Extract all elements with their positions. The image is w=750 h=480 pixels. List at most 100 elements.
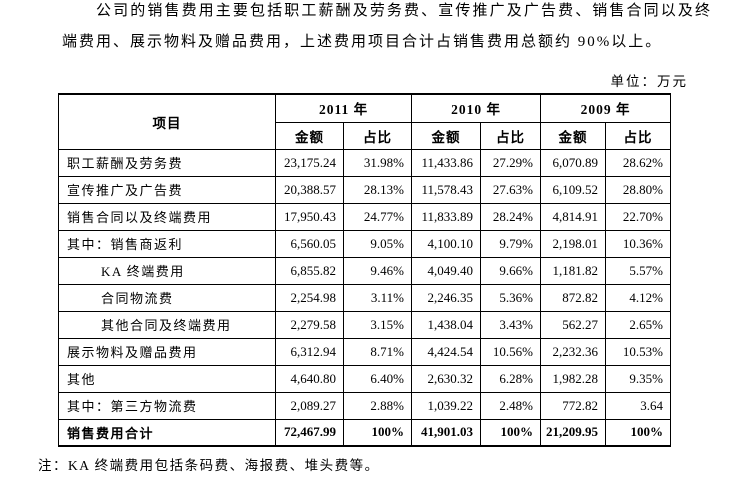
amount-2009-cell: 6,109.52 <box>540 175 607 204</box>
ratio-2011-cell: 2.88% <box>342 391 413 420</box>
ratio-2009-cell: 100% <box>605 418 672 447</box>
item-cell: 其中：销售商返利 <box>58 229 276 258</box>
amount-2010-cell: 4,049.40 <box>411 256 482 285</box>
amount-2009-cell: 1,181.82 <box>540 256 607 285</box>
table-row-total: 销售费用合计 72,467.99 100% 41,901.03 100% 21,… <box>58 418 672 447</box>
col-header-amount-2010: 金额 <box>411 121 482 150</box>
amount-2011-cell: 2,254.98 <box>275 283 344 312</box>
amount-2011-cell: 20,388.57 <box>275 175 344 204</box>
amount-2010-cell: 1,039.22 <box>411 391 482 420</box>
amount-2011-cell: 23,175.24 <box>275 148 344 177</box>
header-row-years: 项目 2011 年 2010 年 2009 年 <box>58 93 672 150</box>
ratio-2011-cell: 9.46% <box>342 256 413 285</box>
intro-paragraph: 公司的销售费用主要包括职工薪酬及劳务费、宣传推广及广告费、销售合同以及终端费用、… <box>62 3 712 50</box>
col-header-ratio-2010: 占比 <box>480 121 542 150</box>
ratio-2011-cell: 28.13% <box>342 175 413 204</box>
amount-2011-cell: 72,467.99 <box>275 418 344 447</box>
ratio-2010-cell: 27.63% <box>480 175 542 204</box>
ratio-2011-cell: 8.71% <box>342 337 413 366</box>
ratio-2009-cell: 28.62% <box>605 148 672 177</box>
table-row: 其他 4,640.80 6.40% 2,630.32 6.28% 1,982.2… <box>58 364 672 393</box>
ratio-2011-cell: 3.11% <box>342 283 413 312</box>
ratio-2009-cell: 28.80% <box>605 175 672 204</box>
ratio-2009-cell: 10.36% <box>605 229 672 258</box>
amount-2011-cell: 6,855.82 <box>275 256 344 285</box>
amount-2009-cell: 772.82 <box>540 391 607 420</box>
ratio-2011-cell: 9.05% <box>342 229 413 258</box>
amount-2009-cell: 4,814.91 <box>540 202 607 231</box>
ratio-2011-cell: 6.40% <box>342 364 413 393</box>
ratio-2009-cell: 22.70% <box>605 202 672 231</box>
amount-2011-cell: 2,279.58 <box>275 310 344 339</box>
amount-2011-cell: 2,089.27 <box>275 391 344 420</box>
ratio-2010-cell: 28.24% <box>480 202 542 231</box>
table-row: 其中：销售商返利 6,560.05 9.05% 4,100.10 9.79% 2… <box>58 229 672 258</box>
amount-2009-cell: 872.82 <box>540 283 607 312</box>
table-row: 其中：第三方物流费 2,089.27 2.88% 1,039.22 2.48% … <box>58 391 672 420</box>
amount-2009-cell: 2,198.01 <box>540 229 607 258</box>
col-header-year-2011: 2011 年 <box>274 93 413 123</box>
ratio-2010-cell: 27.29% <box>480 148 542 177</box>
amount-2010-cell: 11,433.86 <box>411 148 482 177</box>
ratio-2009-cell: 3.64 <box>605 391 672 420</box>
item-cell: 展示物料及赠品费用 <box>58 337 276 366</box>
table-row: 合同物流费 2,254.98 3.11% 2,246.35 5.36% 872.… <box>58 283 672 312</box>
ratio-2010-cell: 10.56% <box>480 337 542 366</box>
ratio-2009-cell: 5.57% <box>605 256 672 285</box>
amount-2009-cell: 562.27 <box>540 310 607 339</box>
item-cell: 销售合同以及终端费用 <box>58 202 276 231</box>
ratio-2010-cell: 100% <box>480 418 542 447</box>
table-row: 展示物料及赠品费用 6,312.94 8.71% 4,424.54 10.56%… <box>58 337 672 366</box>
col-header-year-2009: 2009 年 <box>540 93 672 123</box>
amount-2009-cell: 6,070.89 <box>540 148 607 177</box>
col-header-year-2010: 2010 年 <box>411 93 542 123</box>
col-header-ratio-2009: 占比 <box>605 121 672 150</box>
ratio-2010-cell: 5.36% <box>480 283 542 312</box>
ratio-2011-cell: 31.98% <box>342 148 413 177</box>
col-header-amount-2009: 金额 <box>540 121 607 150</box>
ratio-2009-cell: 2.65% <box>605 310 672 339</box>
amount-2009-cell: 21,209.95 <box>540 418 607 447</box>
table-row: 其他合同及终端费用 2,279.58 3.15% 1,438.04 3.43% … <box>58 310 672 339</box>
amount-2011-cell: 6,560.05 <box>275 229 344 258</box>
ratio-2011-cell: 100% <box>342 418 413 447</box>
item-cell: 职工薪酬及劳务费 <box>58 148 276 177</box>
ratio-2010-cell: 6.28% <box>480 364 542 393</box>
amount-2010-cell: 11,833.89 <box>411 202 482 231</box>
amount-2011-cell: 17,950.43 <box>275 202 344 231</box>
header-row-subheaders: 金额 占比 金额 占比 金额 占比 <box>59 121 672 150</box>
amount-2010-cell: 2,246.35 <box>411 283 482 312</box>
amount-2009-cell: 2,232.36 <box>540 337 607 366</box>
item-cell: 合同物流费 <box>58 283 276 312</box>
item-cell: KA 终端费用 <box>58 256 276 285</box>
item-cell: 销售费用合计 <box>58 418 276 447</box>
table-row: 职工薪酬及劳务费 23,175.24 31.98% 11,433.86 27.2… <box>58 148 672 177</box>
selling-expense-table: 项目 2011 年 2010 年 2009 年 金额 占比 金额 占比 金额 占… <box>58 93 672 447</box>
amount-2010-cell: 4,100.10 <box>411 229 482 258</box>
ratio-2010-cell: 9.79% <box>480 229 542 258</box>
amount-2010-cell: 41,901.03 <box>411 418 482 447</box>
item-cell: 宣传推广及广告费 <box>58 175 276 204</box>
amount-2011-cell: 4,640.80 <box>275 364 344 393</box>
ratio-2009-cell: 10.53% <box>605 337 672 366</box>
ratio-2010-cell: 3.43% <box>480 310 542 339</box>
ratio-2010-cell: 9.66% <box>480 256 542 285</box>
amount-2009-cell: 1,982.28 <box>540 364 607 393</box>
col-header-amount-2011: 金额 <box>275 121 344 150</box>
ratio-2011-cell: 24.77% <box>342 202 413 231</box>
unit-label: 单位：万元 <box>610 74 688 89</box>
col-header-ratio-2011: 占比 <box>342 121 413 150</box>
amount-2011-cell: 6,312.94 <box>275 337 344 366</box>
col-header-item: 项目 <box>58 93 276 150</box>
ratio-2010-cell: 2.48% <box>480 391 542 420</box>
table-row: 销售合同以及终端费用 17,950.43 24.77% 11,833.89 28… <box>58 202 672 231</box>
amount-2010-cell: 1,438.04 <box>411 310 482 339</box>
item-cell: 其中：第三方物流费 <box>58 391 276 420</box>
table-row: KA 终端费用 6,855.82 9.46% 4,049.40 9.66% 1,… <box>58 256 672 285</box>
amount-2010-cell: 2,630.32 <box>411 364 482 393</box>
footnote: 注：KA 终端费用包括条码费、海报费、堆头费等。 <box>38 458 380 473</box>
ratio-2011-cell: 3.15% <box>342 310 413 339</box>
ratio-2009-cell: 4.12% <box>605 283 672 312</box>
item-cell: 其他 <box>58 364 276 393</box>
